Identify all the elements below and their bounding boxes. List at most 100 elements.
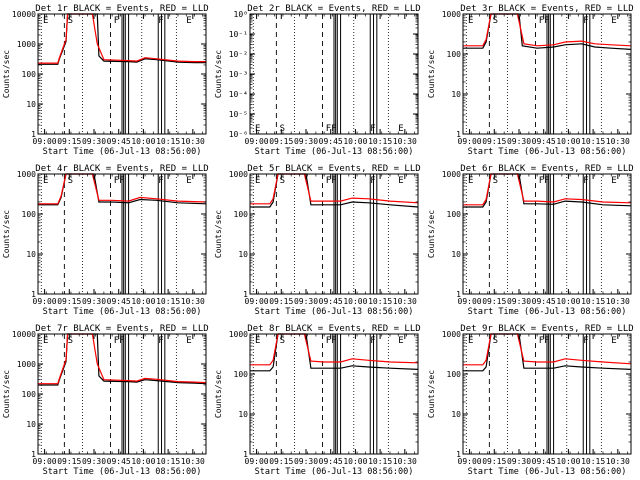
x-axis-label: Start Time (06-Jul-13 08:56:00)	[255, 147, 414, 157]
y-tick-label: 100	[447, 370, 462, 379]
event-marker-label: E	[611, 176, 616, 186]
x-tick-label: 10:00	[556, 297, 580, 306]
x-axis-label: Start Time (06-Jul-13 08:56:00)	[255, 467, 414, 477]
x-axis-label: Start Time (06-Jul-13 08:56:00)	[43, 467, 202, 477]
y-axis-label: Counts/sec	[2, 210, 11, 258]
event-marker-label: F	[583, 176, 588, 186]
chart-title: Det 4r BLACK = Events, RED = LLD	[35, 164, 208, 174]
y-tick-label: 10000	[12, 330, 36, 339]
x-tick-label: 09:30	[82, 457, 106, 466]
event-marker-label: E	[186, 336, 191, 346]
x-tick-label: 09:15	[57, 457, 81, 466]
y-tick-label: 100	[447, 210, 462, 219]
x-tick-label: 09:45	[107, 297, 131, 306]
x-tick-label: 09:15	[269, 297, 293, 306]
x-tick-label: 09:45	[532, 137, 556, 146]
event-marker-label: FF	[326, 176, 337, 186]
event-marker-label: FF	[326, 124, 337, 134]
events-series-line	[250, 173, 419, 208]
x-axis-label: Start Time (06-Jul-13 08:56:00)	[468, 307, 627, 317]
chart-title: Det 6r BLACK = Events, RED = LLD	[460, 164, 633, 174]
plot-frame	[37, 173, 207, 295]
y-tick-label: 100	[22, 70, 37, 79]
chart-panel-8: Det 8r BLACK = Events, RED = LLD 1 10 100 10…	[214, 324, 421, 477]
x-tick-label: 10:30	[181, 457, 205, 466]
event-marker-label: F	[583, 336, 588, 346]
y-tick-label: 10	[238, 250, 248, 259]
y-axis-label: Counts/sec	[214, 370, 223, 418]
y-tick-label: 1	[31, 130, 36, 139]
x-tick-label: 09:15	[57, 137, 81, 146]
x-tick-label: 10:00	[556, 137, 580, 146]
event-marker-label: E	[398, 176, 403, 186]
lld-series-line	[38, 173, 207, 205]
event-marker-label: E	[43, 16, 48, 26]
x-tick-label: 10:00	[556, 457, 580, 466]
x-tick-label: 10:30	[181, 297, 205, 306]
lld-series-line	[250, 333, 419, 366]
event-marker-label: E	[611, 16, 616, 26]
y-tick-label: 10	[26, 420, 36, 429]
chart-title: Det 9r BLACK = Events, RED = LLD	[460, 324, 633, 334]
y-tick-label: 1	[31, 450, 36, 459]
y-tick-label: 100	[22, 390, 37, 399]
x-tick-label: 09:30	[507, 137, 531, 146]
event-marker-label: F	[370, 336, 375, 346]
x-tick-label: 09:30	[294, 457, 318, 466]
y-tick-label: 1000	[17, 40, 36, 49]
x-tick-label: 10:00	[343, 137, 367, 146]
x-axis-label: Start Time (06-Jul-13 08:56:00)	[43, 147, 202, 157]
event-marker-label: S	[68, 16, 73, 26]
x-tick-label: 10:00	[343, 457, 367, 466]
y-tick-label: 1000	[229, 330, 248, 339]
y-axis-label: Counts/sec	[427, 210, 436, 258]
event-marker-label: F	[583, 16, 588, 26]
event-marker-label: E	[611, 336, 616, 346]
x-tick-label: 09:00	[33, 457, 57, 466]
y-tick-label: 1	[456, 290, 461, 299]
event-marker-label: FF	[114, 176, 125, 186]
y-tick-label: 10000	[12, 10, 36, 19]
x-tick-label: 09:15	[269, 457, 293, 466]
chart-title: Det 1r BLACK = Events, RED = LLD	[35, 4, 208, 14]
event-marker-label: E	[43, 176, 48, 186]
y-tick-label: 1000	[229, 170, 248, 179]
x-tick-label: 09:00	[33, 137, 57, 146]
y-tick-label: 1000	[442, 330, 461, 339]
y-tick-label: 1000	[17, 170, 36, 179]
chart-panel-5: Det 5r BLACK = Events, RED = LLD 1 10 100 10…	[214, 164, 421, 317]
x-tick-label: 09:15	[57, 297, 81, 306]
x-tick-label: 09:15	[482, 137, 506, 146]
x-tick-label: 10:30	[393, 137, 417, 146]
y-tick-label: 10⁻⁴	[229, 90, 248, 99]
y-axis-label: Counts/sec	[2, 50, 11, 98]
y-axis-label: Counts/sec	[2, 370, 11, 418]
event-marker-label: E	[255, 124, 260, 134]
y-tick-label: 1	[456, 130, 461, 139]
x-tick-label: 10:15	[581, 137, 605, 146]
y-tick-label: 10⁻¹	[229, 30, 248, 39]
x-tick-label: 10:00	[131, 137, 155, 146]
event-marker-label: E	[398, 124, 403, 134]
chart-title: Det 8r BLACK = Events, RED = LLD	[247, 324, 420, 334]
x-tick-label: 09:00	[458, 457, 482, 466]
x-tick-label: 09:45	[107, 137, 131, 146]
y-tick-label: 10⁻²	[229, 50, 248, 59]
x-axis-label: Start Time (06-Jul-13 08:56:00)	[468, 147, 627, 157]
x-tick-label: 09:00	[245, 457, 269, 466]
plot-frame	[462, 333, 632, 455]
x-tick-label: 09:45	[107, 457, 131, 466]
y-tick-label: 10⁻³	[229, 70, 248, 79]
event-marker-label: E	[468, 176, 473, 186]
y-tick-label: 10	[451, 410, 461, 419]
x-tick-label: 10:30	[393, 457, 417, 466]
x-axis-label: Start Time (06-Jul-13 08:56:00)	[255, 307, 414, 317]
x-axis-label: Start Time (06-Jul-13 08:56:00)	[468, 467, 627, 477]
x-tick-label: 09:45	[319, 137, 343, 146]
event-marker-label: FF	[114, 336, 125, 346]
event-marker-label: S	[68, 336, 73, 346]
y-axis-label: Counts/sec	[427, 370, 436, 418]
y-tick-label: 100	[234, 210, 249, 219]
y-tick-label: 10⁰	[234, 10, 248, 19]
